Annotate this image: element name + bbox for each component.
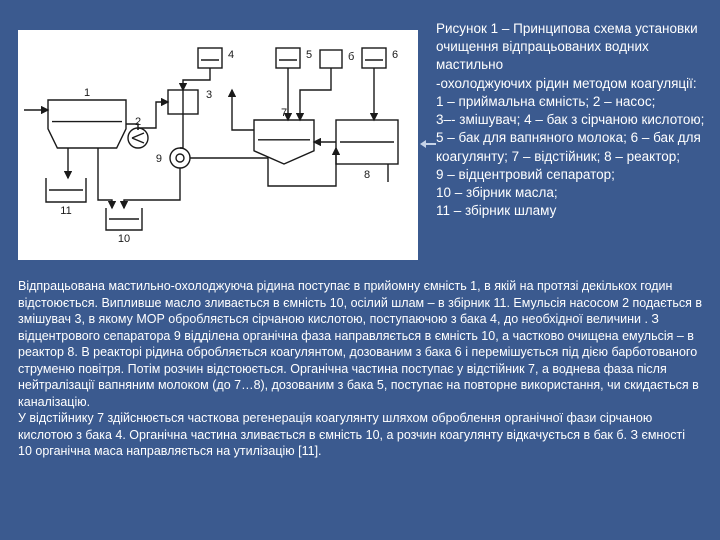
svg-text:6: 6 (392, 49, 398, 61)
svg-text:3: 3 (206, 89, 212, 101)
svg-text:5: 5 (306, 49, 312, 61)
legend-subtitle: -охолоджуючих рідин методом коагуляції: (436, 75, 706, 93)
svg-text:б: б (348, 51, 354, 63)
legend-title: Рисунок 1 – Принципова схема установки о… (436, 20, 706, 75)
figure-legend: Рисунок 1 – Принципова схема установки о… (436, 20, 706, 220)
process-diagram: 12345б67891011 (18, 30, 418, 260)
svg-text:10: 10 (118, 233, 130, 245)
legend-items: 1 – приймальна ємність; 2 – насос; 3–- з… (436, 93, 706, 221)
svg-text:1: 1 (84, 87, 90, 99)
svg-text:11: 11 (60, 205, 71, 217)
svg-text:8: 8 (364, 169, 370, 181)
svg-text:7: 7 (281, 107, 287, 119)
svg-text:9: 9 (156, 153, 162, 165)
description-text: Відпрацьована мастильно-охолоджуюча ріди… (18, 278, 702, 460)
svg-text:4: 4 (228, 49, 234, 61)
